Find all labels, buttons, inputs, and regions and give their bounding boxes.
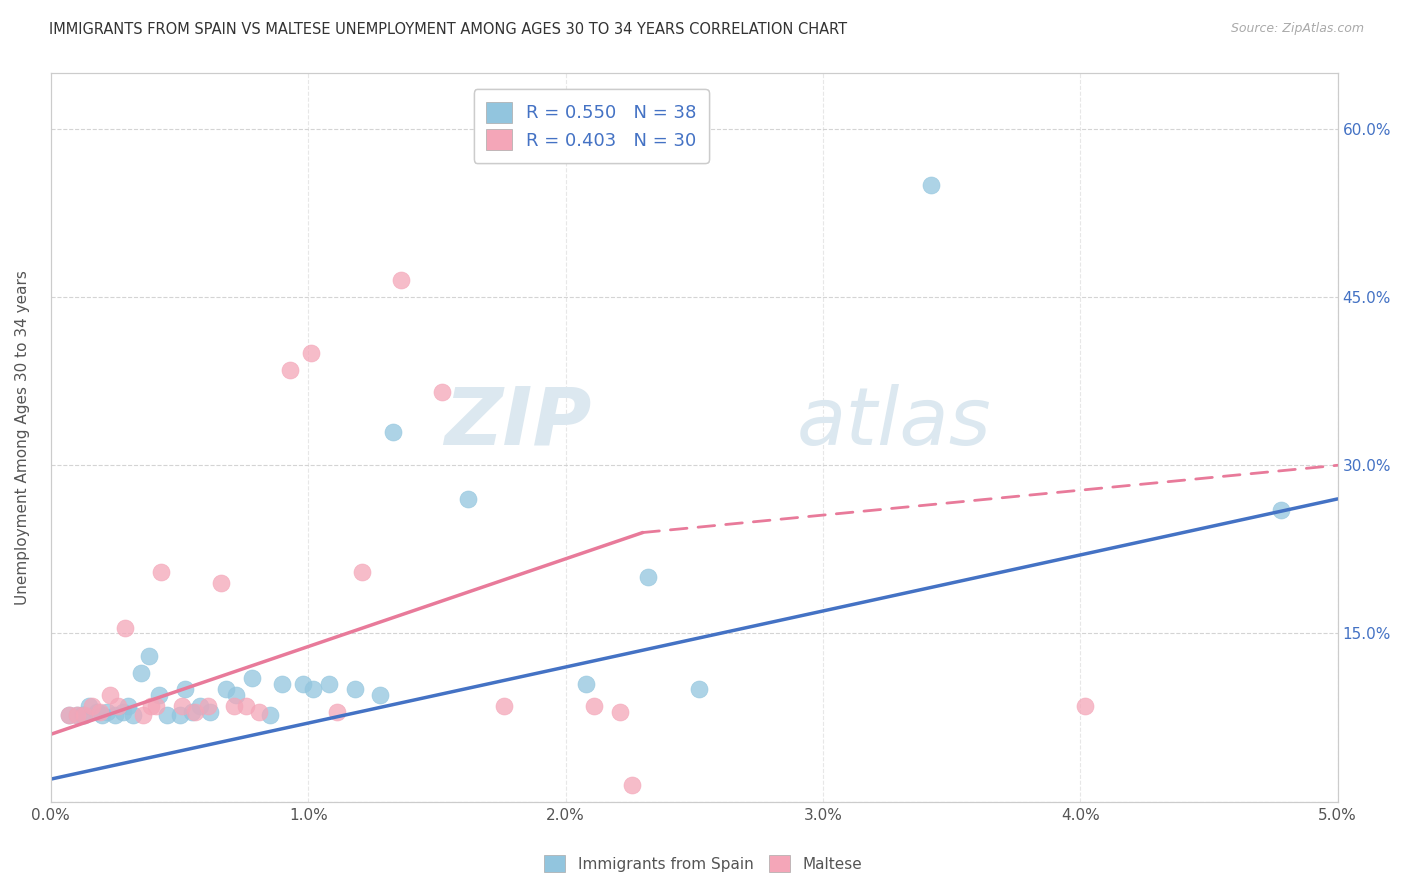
Point (582, 699, 605, 714)
Point (457, 491, 479, 506)
Point (141, 699, 163, 714)
Point (382, 425, 405, 439)
Point (235, 699, 257, 714)
Y-axis label: Unemployment Among Ages 30 to 34 years: Unemployment Among Ages 30 to 34 years (15, 269, 30, 605)
Point (240, 671, 263, 685)
Point (278, 363, 301, 377)
Point (492, 699, 515, 714)
Point (58, 708, 80, 723)
Point (352, 565, 374, 579)
Point (271, 677, 294, 691)
Point (122, 708, 145, 723)
Point (138, 648, 160, 663)
Point (181, 705, 204, 719)
Point (197, 699, 219, 714)
Point (209, 576, 232, 591)
Point (200, 705, 222, 719)
Point (368, 688, 391, 702)
Point (145, 699, 167, 714)
Point (225, 688, 247, 702)
Point (132, 708, 155, 723)
Point (96, 705, 118, 719)
Point (302, 682, 325, 697)
Point (173, 682, 195, 697)
Point (73, 708, 96, 723)
Point (215, 682, 238, 697)
Point (169, 708, 191, 723)
Point (318, 677, 340, 691)
Point (98, 688, 121, 702)
Point (299, 346, 322, 360)
Point (184, 705, 207, 719)
Point (117, 699, 139, 714)
Point (621, 778, 644, 792)
Point (343, 682, 366, 697)
Point (89, 705, 111, 719)
Point (188, 699, 211, 714)
Point (172, 699, 194, 714)
Point (259, 708, 281, 723)
Point (148, 688, 170, 702)
Point (91, 708, 114, 723)
Point (65, 708, 87, 723)
Point (70, 708, 93, 723)
Point (637, 570, 659, 584)
Point (688, 682, 710, 697)
Point (114, 621, 136, 635)
Point (247, 705, 270, 719)
Point (107, 699, 129, 714)
Point (65, 708, 87, 723)
Point (389, 273, 412, 287)
Text: ZIP: ZIP (444, 384, 592, 462)
Point (920, 178, 942, 192)
Point (150, 565, 173, 579)
Point (79, 699, 101, 714)
Legend: Immigrants from Spain, Maltese: Immigrants from Spain, Maltese (536, 847, 870, 880)
Point (609, 705, 631, 719)
Point (430, 385, 453, 400)
Legend: R = 0.550   N = 38, R = 0.403   N = 30: R = 0.550 N = 38, R = 0.403 N = 30 (474, 89, 709, 162)
Text: Source: ZipAtlas.com: Source: ZipAtlas.com (1230, 22, 1364, 36)
Text: atlas: atlas (797, 384, 991, 462)
Point (575, 677, 598, 691)
Point (104, 708, 127, 723)
Point (129, 665, 152, 680)
Point (111, 705, 134, 719)
Point (156, 708, 179, 723)
Point (1270, 503, 1292, 517)
Point (58, 708, 80, 723)
Point (86, 705, 108, 719)
Point (325, 705, 347, 719)
Point (292, 677, 315, 691)
Text: IMMIGRANTS FROM SPAIN VS MALTESE UNEMPLOYMENT AMONG AGES 30 TO 34 YEARS CORRELAT: IMMIGRANTS FROM SPAIN VS MALTESE UNEMPLO… (49, 22, 848, 37)
Point (222, 699, 245, 714)
Point (80, 699, 103, 714)
Point (1074, 699, 1097, 714)
Point (73, 708, 96, 723)
